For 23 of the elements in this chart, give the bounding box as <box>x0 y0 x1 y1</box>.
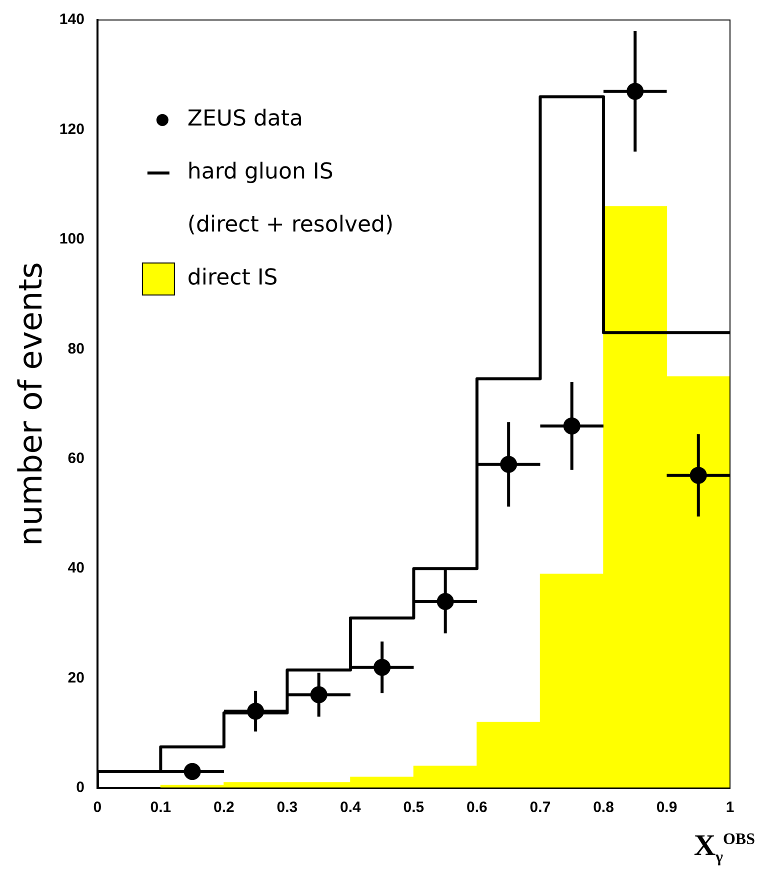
text: hard gluon IS (direct + resolved) <box>187 160 394 238</box>
y-axis-title: number of events <box>12 262 50 546</box>
x-tick-label: 0.9 <box>656 799 678 816</box>
x-tick-label: 0.2 <box>214 799 234 816</box>
y-tick-label: 140 <box>59 11 84 28</box>
x-tick-label: 0.6 <box>466 799 488 816</box>
y-tick-label: 0 <box>76 779 84 796</box>
x-tick-label: 0.7 <box>530 799 551 816</box>
y-tick-label: 80 <box>68 340 84 358</box>
y-tick-label: 60 <box>68 450 84 467</box>
x-tick-label: 1 <box>726 799 734 816</box>
y-tick-label: 40 <box>68 560 84 577</box>
legend-label: ZEUS data <box>187 106 304 132</box>
x-tick-label: 0.4 <box>340 799 362 816</box>
x-tick-label: 0.8 <box>593 799 614 816</box>
y-tick-label: 20 <box>68 669 84 686</box>
y-tick-label: 120 <box>59 120 84 138</box>
y-tick-label: 100 <box>59 230 84 248</box>
legend-label: direct IS <box>187 266 278 291</box>
x-tick-label: 0.1 <box>150 799 172 816</box>
x-tick-label: 0.3 <box>276 799 298 816</box>
x-tick-label: 0.5 <box>403 799 424 816</box>
x-tick-label: 0 <box>93 799 102 816</box>
